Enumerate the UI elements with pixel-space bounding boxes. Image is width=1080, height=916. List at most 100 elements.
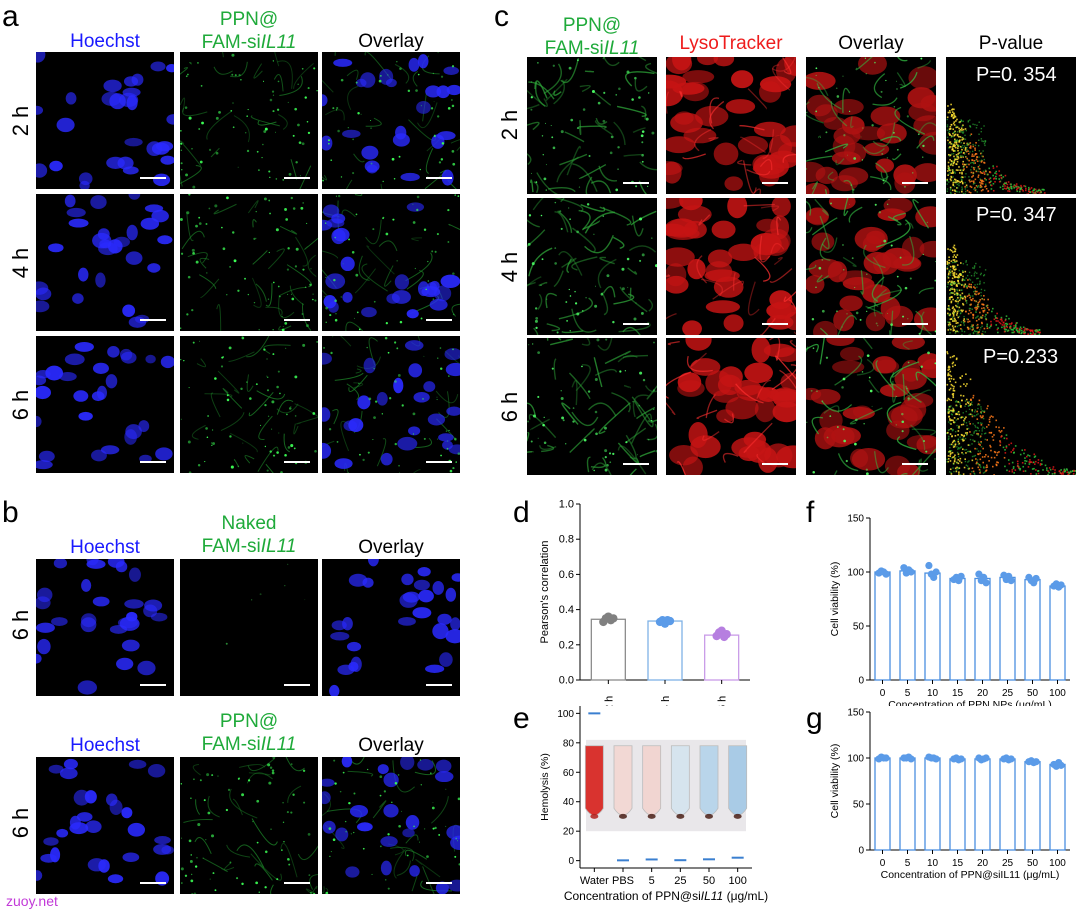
micrograph-tile bbox=[527, 198, 657, 335]
x-tick-label: 20 bbox=[977, 858, 989, 869]
x-axis-label: Concentration of PPN@siIL11 (μg/mL) bbox=[564, 889, 768, 903]
data-point bbox=[1057, 761, 1065, 769]
bar bbox=[949, 577, 966, 681]
data-point bbox=[1007, 755, 1015, 763]
colocalization-scatter bbox=[946, 198, 1076, 335]
row-label-2h: 2 h bbox=[8, 105, 33, 137]
row-label-6h: 6 h bbox=[8, 389, 33, 421]
y-tick-label: 150 bbox=[847, 708, 864, 719]
micrograph-tile bbox=[180, 336, 318, 473]
y-tick-label: 50 bbox=[853, 800, 865, 811]
y-axis-label: Cell viability (%) bbox=[829, 744, 841, 819]
x-tick-label: Water bbox=[580, 875, 609, 887]
header-hoechst: Hoechst bbox=[70, 735, 140, 756]
x-tick-label: 50 bbox=[703, 875, 715, 887]
x-tick-label: 2 h bbox=[603, 696, 615, 706]
micrograph-tile bbox=[322, 52, 460, 189]
micrograph-tile bbox=[180, 559, 318, 696]
header-line1: PPN@ bbox=[219, 711, 279, 732]
y-tick-label: 0 bbox=[858, 846, 864, 857]
micrograph-tile bbox=[322, 336, 460, 473]
x-tick-label: 0 bbox=[880, 688, 886, 699]
y-tick-label: 100 bbox=[847, 754, 864, 765]
p-value-label: P=0. 354 bbox=[976, 64, 1057, 86]
x-tick-label: 100 bbox=[1049, 688, 1066, 699]
header-naked-fam-sil11: Naked FAM-siIL11 bbox=[180, 512, 318, 558]
bar bbox=[974, 577, 991, 681]
header-ppn-fam-sil11: PPN@ FAM-siIL11 bbox=[180, 8, 318, 54]
micrograph-tile bbox=[666, 198, 796, 335]
data-point bbox=[722, 630, 731, 639]
micrograph-tile bbox=[36, 194, 174, 331]
micrograph-tile bbox=[666, 57, 796, 194]
bar bbox=[974, 758, 991, 851]
micrograph-tile bbox=[322, 559, 460, 696]
x-tick-label: PBS bbox=[612, 875, 634, 887]
data-point bbox=[982, 579, 990, 587]
y-tick-label: 0 bbox=[858, 676, 864, 687]
bar bbox=[1049, 763, 1066, 851]
row-label-6h: 6 h bbox=[497, 391, 522, 423]
y-axis-label: Cell viability (%) bbox=[829, 562, 841, 637]
x-tick-label: 6 h bbox=[717, 696, 729, 706]
colocalization-scatter bbox=[946, 57, 1076, 194]
data-point bbox=[1032, 574, 1040, 583]
y-tick-label: 0.2 bbox=[559, 639, 574, 651]
header-overlay: Overlay bbox=[358, 537, 424, 558]
y-tick-label: 0.4 bbox=[559, 604, 574, 616]
header-line2: FAM-siIL11 bbox=[201, 734, 297, 755]
y-tick-label: 60 bbox=[563, 768, 575, 779]
header-ppn-fam-sil11: PPN@ FAM-siIL11 bbox=[527, 14, 657, 60]
x-tick-label: 100 bbox=[728, 875, 746, 887]
row-label-6h: 6 h bbox=[8, 609, 33, 641]
y-tick-label: 1.0 bbox=[559, 499, 574, 511]
y-tick-label: 150 bbox=[847, 514, 864, 525]
micrograph-tile bbox=[36, 559, 174, 696]
y-tick-label: 40 bbox=[563, 797, 575, 808]
data-point bbox=[957, 755, 965, 763]
chart-d-pearson: 0.0 0.2 0.4 0.6 0.8 1.0 2 h 4 h 6 h Pearson's cor… bbox=[539, 499, 750, 706]
data-point bbox=[882, 754, 890, 762]
x-tick-label: 4 h bbox=[660, 696, 672, 706]
panel-label-f: f bbox=[806, 496, 815, 529]
data-point bbox=[1007, 577, 1015, 585]
bar bbox=[1024, 578, 1041, 681]
micrograph-tile bbox=[180, 757, 318, 894]
micrograph-tile bbox=[322, 194, 460, 331]
header-overlay: Overlay bbox=[358, 735, 424, 756]
x-tick-label: 25 bbox=[1002, 688, 1014, 699]
y-tick-label: 100 bbox=[847, 568, 864, 579]
x-tick-label: 25 bbox=[1002, 858, 1014, 869]
bar bbox=[874, 571, 891, 681]
y-tick-label: 100 bbox=[557, 709, 574, 720]
x-tick-label: 10 bbox=[927, 858, 939, 869]
data-point bbox=[932, 568, 940, 576]
y-tick-label: 50 bbox=[853, 622, 865, 633]
micrograph-tile bbox=[806, 57, 936, 194]
header-line1: PPN@ bbox=[562, 15, 622, 36]
bar bbox=[949, 758, 966, 851]
data-point bbox=[609, 614, 618, 623]
panel-label-g: g bbox=[806, 702, 823, 735]
data-point bbox=[925, 561, 933, 570]
micrograph-tile bbox=[806, 198, 936, 335]
panel-label-a: a bbox=[2, 0, 19, 33]
x-axis-label: Concentration of PPN@siIL11 (μg/mL) bbox=[881, 869, 1060, 881]
y-tick-label: 0 bbox=[568, 856, 574, 867]
data-point bbox=[907, 755, 915, 763]
p-value-label: P=0.233 bbox=[983, 346, 1059, 368]
micrograph-tile bbox=[527, 57, 657, 194]
micrograph-tile bbox=[36, 52, 174, 189]
panel-label-d: d bbox=[513, 496, 530, 529]
header-line2: FAM-siIL11 bbox=[201, 536, 297, 557]
x-tick-label: 5 bbox=[905, 688, 911, 699]
y-tick-label: 80 bbox=[563, 738, 575, 749]
micrograph-tile bbox=[36, 757, 174, 894]
header-line1: Naked bbox=[221, 513, 277, 534]
y-tick-label: 0.6 bbox=[559, 569, 574, 581]
row-label-6h: 6 h bbox=[8, 807, 33, 839]
y-tick-label: 0.0 bbox=[559, 675, 574, 687]
x-tick-label: 50 bbox=[1027, 858, 1039, 869]
x-tick-label: 15 bbox=[952, 858, 964, 869]
watermark-text: zuoy.net bbox=[6, 893, 58, 909]
